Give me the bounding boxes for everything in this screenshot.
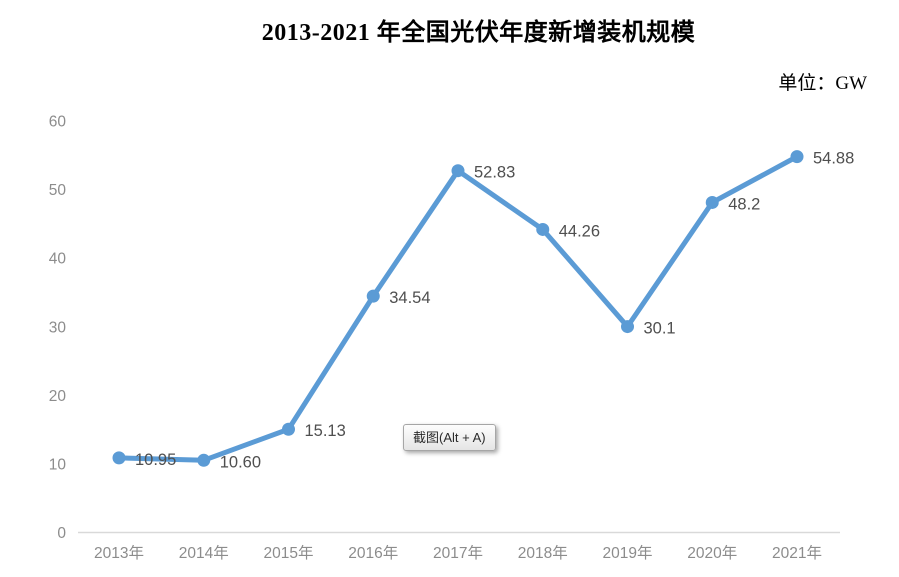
x-tick-label: 2017年 (433, 544, 483, 562)
data-point-label: 30.1 (644, 320, 676, 338)
data-point-marker (790, 150, 804, 164)
x-tick-label: 2019年 (603, 544, 653, 562)
unit-label: 单位：GW (778, 73, 867, 94)
data-point-label: 15.13 (305, 422, 346, 440)
y-tick-label: 50 (49, 182, 67, 199)
data-point-label: 52.83 (474, 164, 515, 182)
y-tick-label: 0 (57, 525, 66, 542)
screenshot-tooltip: 截图(Alt + A) (403, 424, 496, 451)
data-point-marker (112, 451, 126, 465)
data-point-marker (451, 164, 465, 178)
x-tick-label: 2020年 (687, 544, 737, 562)
trend-line (116, 154, 800, 463)
x-tick-label: 2015年 (264, 544, 314, 562)
y-tick-label: 30 (49, 319, 67, 336)
y-tick-label: 40 (49, 251, 67, 268)
data-point-label: 10.60 (220, 453, 261, 471)
data-point-label: 44.26 (559, 222, 600, 240)
data-point-marker (282, 422, 295, 436)
chart-title: 2013-2021 年全国光伏年度新增装机规模 (261, 20, 696, 46)
data-point-marker (705, 195, 719, 209)
data-point-label: 10.95 (135, 451, 176, 469)
x-tick-label: 2014年 (179, 544, 229, 562)
y-tick-label: 60 (49, 114, 67, 131)
x-tick-label: 2013年 (94, 544, 144, 562)
y-tick-label: 10 (49, 456, 67, 473)
data-point-marker (197, 453, 211, 467)
data-point-label: 48.2 (728, 195, 760, 213)
data-point-marker (621, 320, 634, 334)
data-point-label: 34.54 (389, 289, 430, 307)
x-tick-label: 2018年 (518, 544, 568, 562)
data-point-marker (536, 222, 550, 236)
x-tick-label: 2021年 (772, 544, 822, 562)
data-point-marker (366, 289, 380, 303)
y-tick-label: 20 (49, 388, 67, 405)
x-tick-label: 2016年 (348, 544, 398, 562)
data-point-label: 54.88 (813, 150, 854, 168)
